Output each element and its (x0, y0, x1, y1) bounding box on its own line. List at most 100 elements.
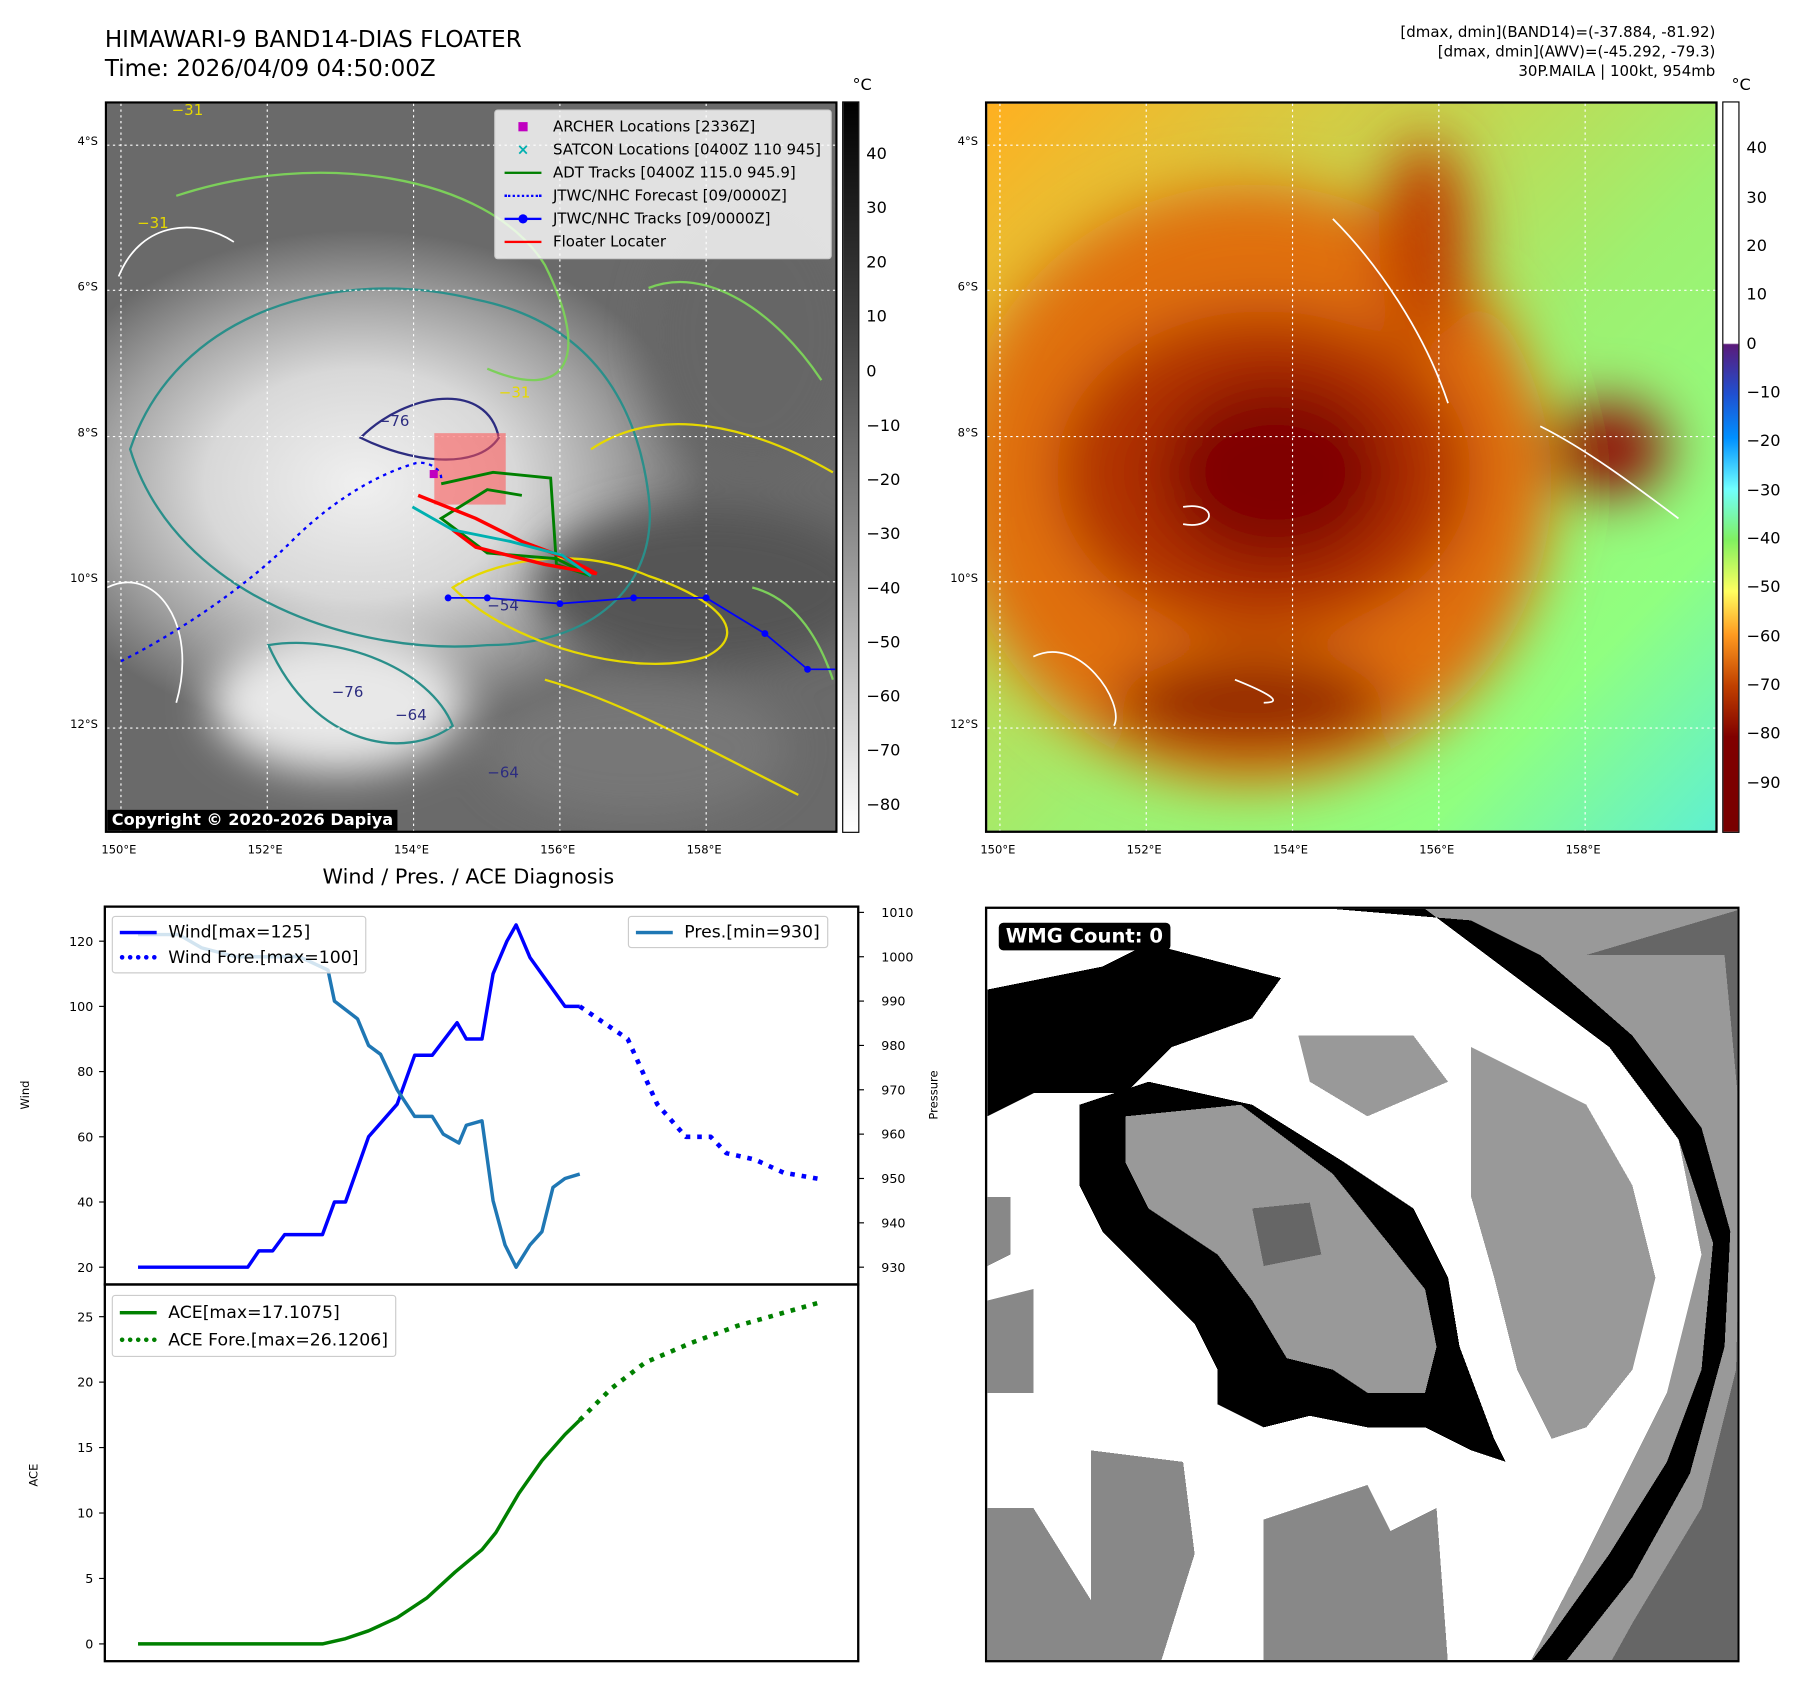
awv-enhanced-map (984, 101, 1718, 833)
y-tick-label: 120 (69, 934, 93, 949)
colorbar-tick-label: −20 (1746, 432, 1781, 451)
pressure-axis-label: Pressure (928, 1070, 942, 1120)
legend-label: ADT Tracks [0400Z 115.0 945.9] (552, 164, 796, 182)
wind-legend: Wind[max=125] Wind Fore.[max=100] (111, 915, 367, 974)
y2-tick-label: 970 (881, 1082, 905, 1097)
colorbar-tick-label: 40 (866, 145, 887, 164)
ace-axis-label: ACE (28, 1463, 41, 1487)
y-tick-label: 80 (77, 1064, 93, 1079)
colorbar-tick-label: −50 (866, 633, 901, 653)
lat-tick-label: 6°S (77, 281, 98, 294)
colorbar-tick-label: −80 (1746, 724, 1781, 744)
y2-tick-label: 960 (881, 1127, 905, 1142)
diagnosis-title: Wind / Pres. / ACE Diagnosis (322, 865, 615, 890)
map-legend: ARCHER Locations [2336Z] × SATCON Locatio… (494, 109, 832, 260)
y-tick-label: 5 (85, 1571, 93, 1586)
legend-label: JTWC/NHC Tracks [09/0000Z] (552, 210, 771, 228)
awv-range: [dmax, dmin](AWV)=(-45.292, -79.3) (1437, 43, 1716, 62)
colorbar-tick-label: 0 (1746, 334, 1757, 354)
svg-text:−76: −76 (378, 412, 410, 430)
legend-adt: ADT Tracks [0400Z 115.0 945.9] (504, 161, 821, 184)
legend-label: ARCHER Locations [2336Z] (552, 118, 756, 136)
lat-tick-label: 10°S (70, 572, 98, 586)
y-tick-label: 0 (85, 1637, 93, 1652)
lat-tick-label: 8°S (77, 427, 98, 441)
legend-label: ACE Fore.[max=26.1206] (168, 1329, 389, 1351)
svg-text:−31: −31 (172, 104, 204, 120)
lon-tick-label: 150°E (980, 844, 1016, 858)
copyright: Copyright © 2020-2026 Dapiya (107, 809, 398, 831)
lon-tick-label: 154°E (1272, 844, 1308, 858)
colorbar-tick-label: 10 (866, 308, 887, 327)
y2-tick-label: 930 (881, 1260, 905, 1275)
figure-title: HIMAWARI-9 BAND14-DIAS FLOATER Time: 202… (105, 25, 522, 83)
y-tick-label: 100 (69, 999, 93, 1014)
series-line-0 (138, 923, 580, 1269)
legend-jtwc-forecast: JTWC/NHC Forecast [09/0000Z] (504, 184, 821, 207)
colorbar-tick-label: −70 (866, 742, 901, 761)
legend-label: SATCON Locations [0400Z 110 945] (552, 141, 821, 159)
colorbar-tick-label: −50 (1746, 578, 1781, 598)
wmg-count-badge: WMG Count: 0 (998, 922, 1170, 951)
lat-tick-label: 10°S (950, 572, 979, 586)
lat-tick-label: 4°S (77, 135, 98, 149)
y-tick-label: 40 (77, 1195, 93, 1210)
lat-tick-label: 12°S (950, 718, 979, 732)
lon-tick-label: 156°E (540, 844, 576, 858)
legend-label: ACE[max=17.1075] (168, 1301, 340, 1323)
cbar2-unit: °C (1731, 76, 1751, 95)
lon-tick-label: 156°E (1419, 844, 1455, 858)
lon-tick-label: 150°E (101, 844, 137, 858)
lon-tick-label: 152°E (247, 844, 283, 858)
y-tick-label: 60 (77, 1129, 93, 1144)
colorbar-tick-label: −40 (1746, 529, 1781, 549)
floater-locater-track (417, 493, 598, 576)
legend-jtwc-tracks: JTWC/NHC Tracks [09/0000Z] (504, 207, 821, 230)
y-tick-label: 20 (77, 1375, 93, 1390)
legend-archer: ARCHER Locations [2336Z] (505, 115, 821, 138)
jtwc-track (448, 597, 836, 671)
colorbar-tick-label: −60 (866, 687, 901, 707)
colorbar-tick-label: 20 (866, 253, 887, 273)
colorbar-tick-label: 20 (1746, 237, 1767, 256)
lon-tick-label: 154°E (393, 844, 430, 858)
intensity-info: [dmax, dmin](BAND14)=(-37.884, -81.92) [… (1400, 23, 1715, 82)
colorbar-tick-label: −90 (1746, 773, 1781, 793)
adt-track (438, 470, 592, 578)
colorbar-tick-label: −60 (1746, 627, 1781, 646)
y-tick-label: 20 (77, 1260, 93, 1275)
colorbar-tick-label: −10 (866, 416, 901, 435)
colorbar-tick-label: 10 (1746, 286, 1767, 305)
svg-text:−31: −31 (137, 214, 169, 232)
wind-axis-label: Wind (19, 1080, 33, 1110)
ace-legend: ACE[max=17.1075] ACE Fore.[max=26.1206] (111, 1294, 397, 1358)
series-line-1 (578, 1004, 821, 1182)
ir-contour-map: −31 −31 −31 −76 −76 −64 −64 −54 ARCHER Locatio… (104, 101, 838, 833)
series-line-1 (578, 1300, 822, 1422)
y-tick-label: 10 (77, 1506, 93, 1521)
legend-label: Wind[max=125] (168, 921, 311, 943)
legend-label: Pres.[min=930] (684, 921, 820, 943)
band14-range: [dmax, dmin](BAND14)=(-37.884, -81.92) (1400, 24, 1716, 42)
y2-tick-label: 950 (881, 1171, 905, 1186)
colorbar-tick-label: 40 (1746, 139, 1767, 159)
colorbar-tick-label: 0 (866, 362, 877, 381)
colorbar-tick-label: −30 (866, 525, 901, 544)
awv-colorbar (1722, 101, 1740, 833)
time-label: Time: 2026/04/09 04:50:00Z (104, 54, 436, 82)
lat-tick-label: 6°S (957, 281, 979, 294)
y-tick-label: 15 (77, 1440, 93, 1455)
colorbar-tick-label: −20 (866, 470, 901, 490)
y2-tick-label: 980 (881, 1038, 905, 1053)
archer-marker (429, 470, 438, 479)
lon-tick-label: 152°E (1126, 844, 1162, 858)
legend-label: Wind Fore.[max=100] (168, 946, 359, 968)
lon-tick-label: 158°E (1565, 844, 1601, 858)
y2-tick-label: 1000 (881, 949, 913, 964)
svg-text:−54: −54 (487, 597, 519, 615)
colorbar-tick-label: 30 (1746, 188, 1767, 207)
svg-text:−31: −31 (499, 383, 531, 401)
wmg-panel: WMG Count: 0 (984, 906, 1740, 1663)
colorbar-tick-label: −30 (1746, 481, 1781, 500)
